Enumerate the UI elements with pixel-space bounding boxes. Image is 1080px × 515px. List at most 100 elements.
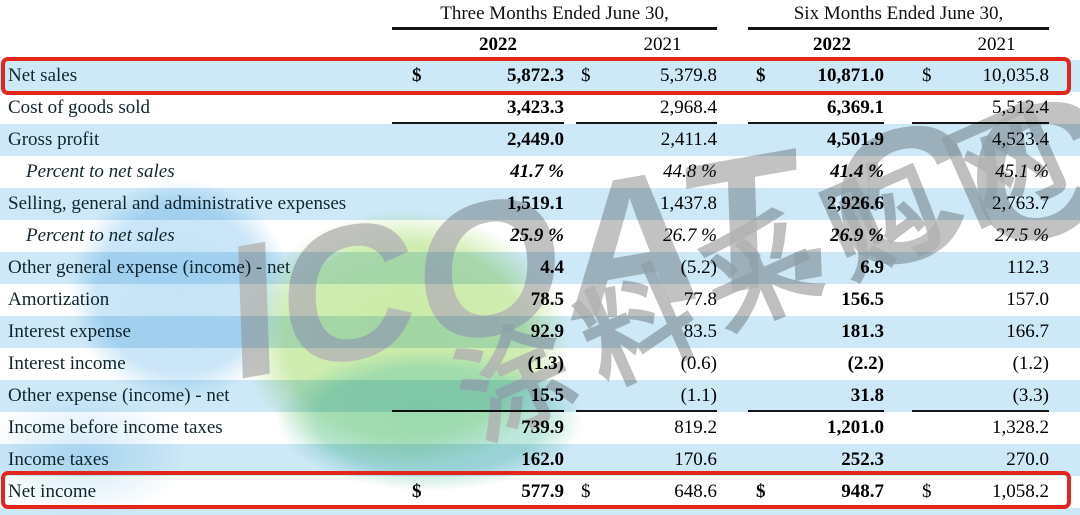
dollar-sign-6mo-2022: $ [748, 476, 780, 508]
value-6mo-2021: 166.7 [1006, 321, 1049, 342]
table-row: Net sales $ 5,872.3 $ 5,379.8 $ 10,871.0… [0, 60, 1080, 92]
row-label: Net income [8, 481, 97, 502]
column-spacer [884, 284, 912, 316]
row-label: Income before income taxes [8, 417, 223, 438]
value-3mo-2021: 44.8 % [663, 161, 717, 182]
column-spacer [884, 188, 912, 220]
value-3mo-2021: 2,968.4 [608, 92, 717, 124]
table-row: Interest income (1.3) (0.6) (2.2) (1.2) [0, 348, 1080, 380]
value-6mo-2021: (1.2) [1012, 353, 1049, 374]
dollar-sign-6mo-2022: $ [756, 65, 766, 86]
value-3mo-2021: 819.2 [674, 417, 717, 438]
column-spacer [884, 92, 912, 124]
value-6mo-2021: 157.0 [1006, 289, 1049, 310]
dollar-sign-6mo-2021 [912, 380, 944, 412]
table-row: Income taxes 162.0 170.6 252.3 270.0 [0, 444, 1080, 476]
table-row: Percent to net sales 25.9 % 26.7 % 26.9 … [0, 220, 1080, 252]
right-margin-spacer [1049, 316, 1080, 348]
value-3mo-2022: 41.7 % [510, 161, 564, 182]
spacer [0, 30, 392, 60]
dollar-sign-6mo-2021 [912, 92, 944, 124]
row-label: Percent to net sales [26, 161, 175, 182]
value-3mo-2022: 162.0 [521, 449, 564, 470]
value-6mo-2021: 27.5 % [995, 225, 1049, 246]
table-row: Amortization 78.5 77.8 156.5 157.0 [0, 284, 1080, 316]
table-row: Gross profit 2,449.0 2,411.4 4,501.9 4,5… [0, 124, 1080, 156]
right-margin-spacer [1049, 444, 1080, 476]
dollar-sign-6mo-2022 [748, 444, 780, 476]
dollar-sign-6mo-2021 [912, 412, 944, 444]
dollar-sign-3mo-2021 [576, 348, 608, 380]
column-spacer [717, 444, 748, 476]
column-spacer [717, 476, 748, 508]
column-spacer [564, 124, 576, 156]
dollar-sign-3mo-2021 [576, 412, 608, 444]
right-margin-spacer [1049, 156, 1080, 188]
column-spacer [884, 476, 912, 508]
dollar-sign-6mo-2022 [748, 124, 780, 156]
value-3mo-2022: 5,872.3 [507, 65, 564, 86]
year-header-3mo-2022: 2022 [479, 34, 517, 55]
value-3mo-2021: 83.5 [683, 321, 717, 342]
value-3mo-2022: (1.3) [527, 353, 564, 374]
value-3mo-2022: 25.9 % [510, 225, 564, 246]
row-label: Income taxes [8, 449, 109, 470]
column-spacer [717, 284, 748, 316]
spacer [884, 30, 912, 60]
dollar-sign-3mo-2022 [392, 92, 432, 124]
value-3mo-2022: 78.5 [530, 289, 564, 310]
dollar-sign-6mo-2022 [748, 284, 780, 316]
dollar-sign-3mo-2022 [392, 124, 432, 156]
column-spacer [884, 156, 912, 188]
dollar-sign-6mo-2021: $ [912, 476, 944, 508]
table-row: Selling, general and administrative expe… [0, 188, 1080, 220]
right-margin-spacer [1049, 348, 1080, 380]
column-spacer [884, 252, 912, 284]
dollar-sign-6mo-2022 [748, 92, 780, 124]
row-label: Gross profit [8, 129, 100, 150]
period-header-six-months: Six Months Ended June 30, [748, 0, 1049, 30]
spacer [1049, 30, 1080, 60]
dollar-sign-6mo-2021 [912, 220, 944, 252]
dollar-sign-3mo-2022: $ [412, 65, 422, 86]
value-6mo-2022: 1,201.0 [827, 417, 884, 438]
right-margin-spacer [1049, 92, 1080, 124]
value-3mo-2022: 577.9 [432, 476, 564, 508]
column-spacer [564, 348, 576, 380]
row-label: Other expense (income) - net [8, 385, 230, 406]
value-6mo-2022: 6,369.1 [780, 92, 884, 124]
column-spacer [717, 188, 748, 220]
value-6mo-2022: 2,926.6 [827, 193, 884, 214]
column-spacer [564, 188, 576, 220]
dollar-sign-3mo-2021 [576, 316, 608, 348]
dollar-sign-3mo-2022 [392, 220, 432, 252]
column-spacer [884, 60, 912, 92]
year-header-3mo-2021: 2021 [643, 34, 682, 55]
column-spacer [564, 92, 576, 124]
column-spacer [564, 60, 576, 92]
table-row: Cost of goods sold 3,423.3 2,968.4 6,369… [0, 92, 1080, 124]
column-spacer [884, 348, 912, 380]
spacer [912, 30, 944, 60]
dollar-sign-6mo-2021: $ [922, 65, 932, 86]
table-row: Percent to net sales 41.7 % 44.8 % 41.4 … [0, 156, 1080, 188]
value-6mo-2021: 112.3 [1006, 257, 1049, 278]
value-6mo-2022: 156.5 [841, 289, 884, 310]
column-spacer [717, 348, 748, 380]
column-spacer [564, 476, 576, 508]
dollar-sign-6mo-2021 [912, 348, 944, 380]
value-3mo-2021: (0.6) [680, 353, 717, 374]
value-6mo-2021: 4,523.4 [992, 129, 1049, 150]
column-spacer [564, 284, 576, 316]
dollar-sign-6mo-2021 [912, 188, 944, 220]
value-3mo-2022: 92.9 [530, 321, 564, 342]
year-header-row: 2022 2021 2022 2021 [0, 30, 1080, 60]
value-6mo-2021: 45.1 % [995, 161, 1049, 182]
right-margin-spacer [1049, 476, 1080, 508]
row-label: Interest income [8, 353, 126, 374]
column-spacer [717, 60, 748, 92]
dollar-sign-3mo-2021 [576, 156, 608, 188]
column-spacer [564, 412, 576, 444]
column-spacer [884, 444, 912, 476]
